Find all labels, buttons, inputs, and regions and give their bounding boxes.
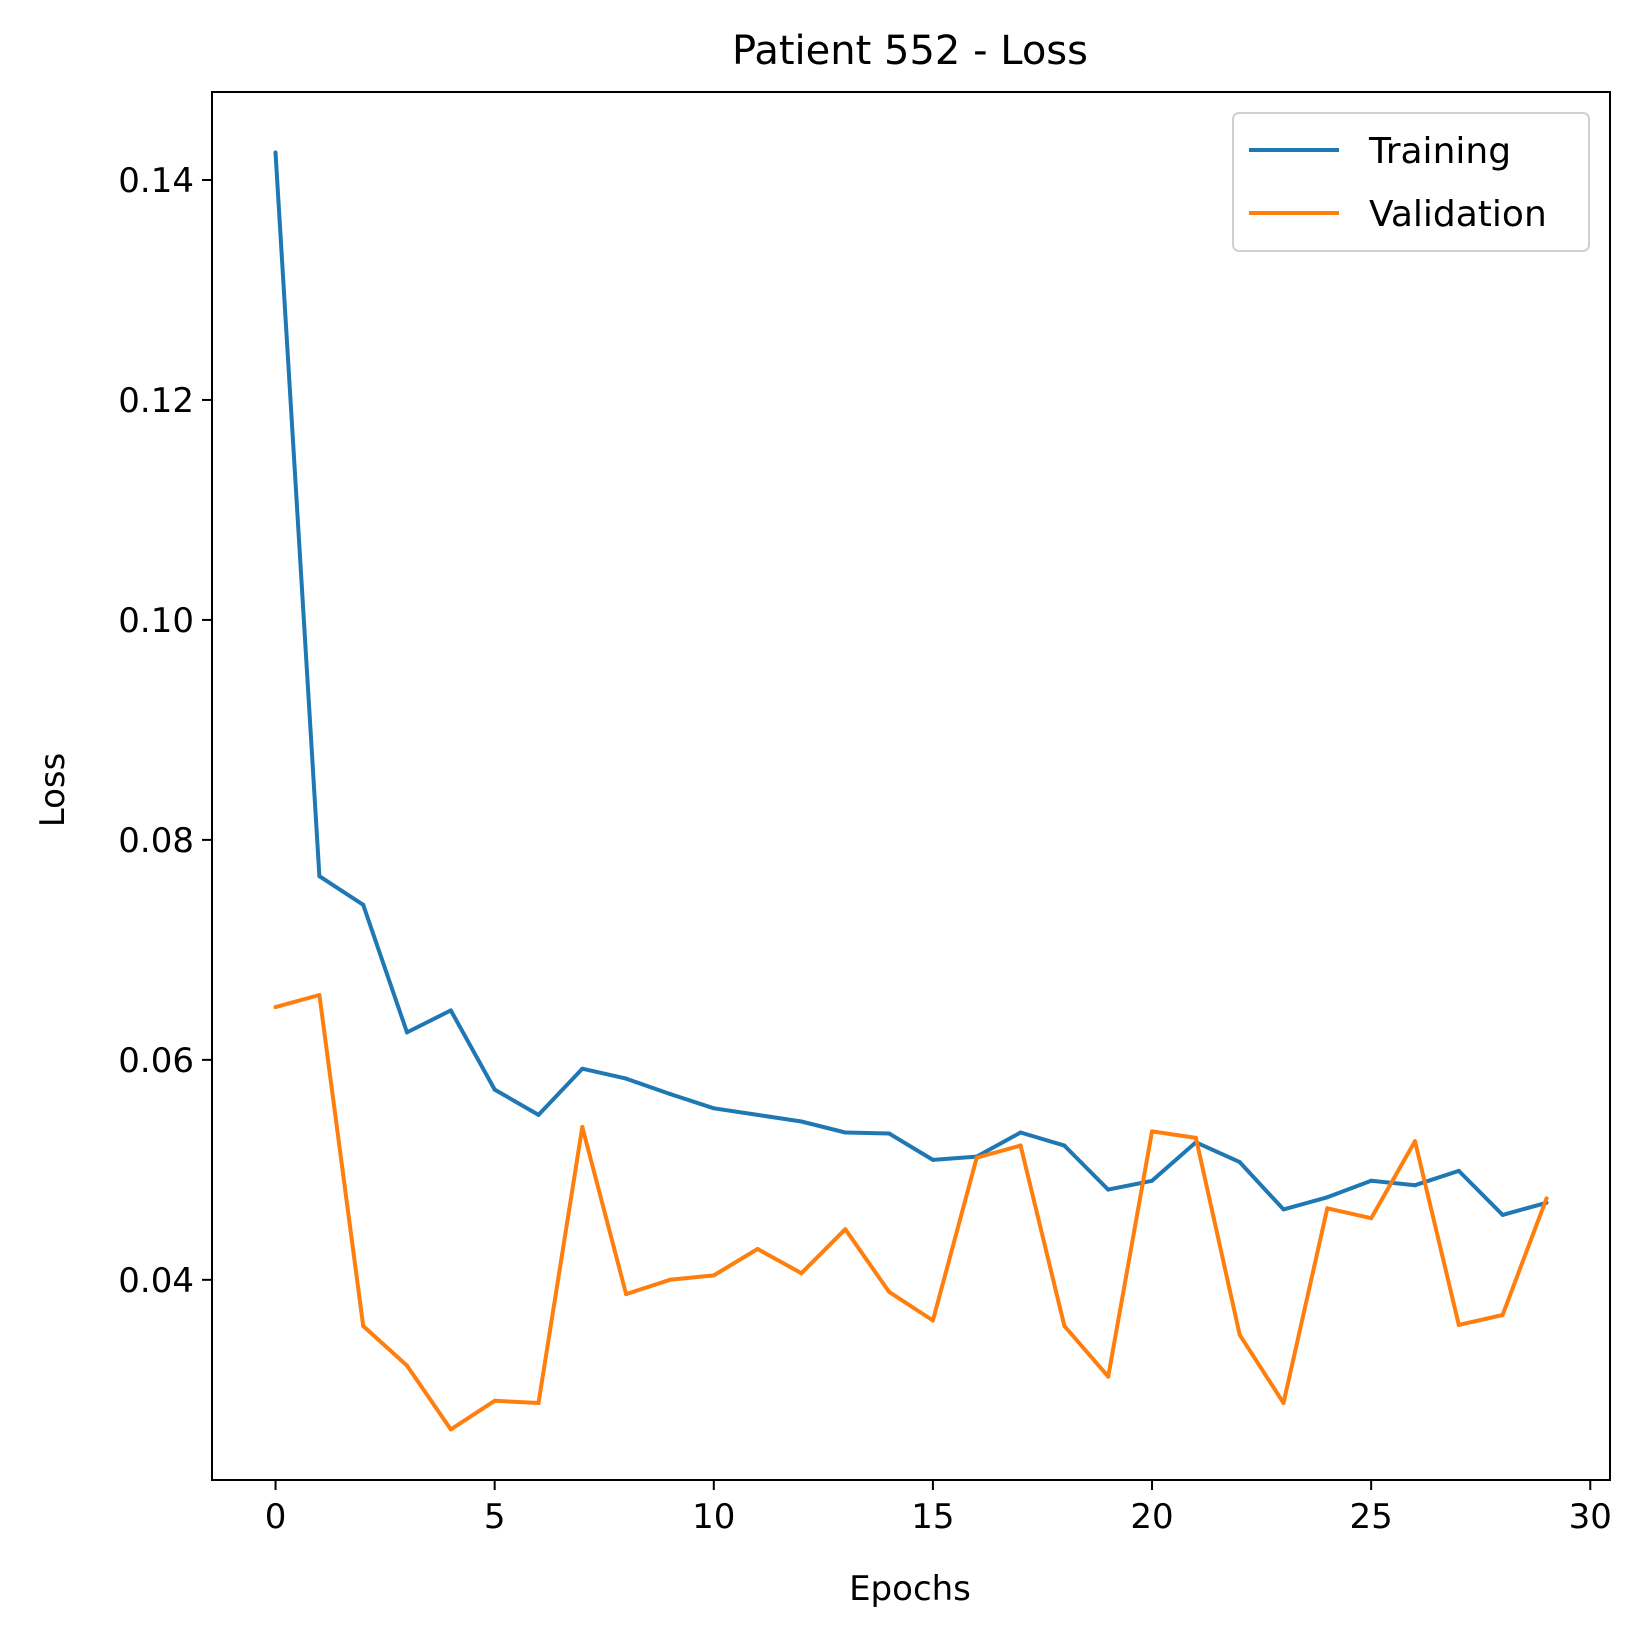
- y-axis-ticks: 0.04 0.06 0.08 0.10 0.12 0.14: [118, 161, 212, 1301]
- data-point-training: [711, 1106, 716, 1111]
- data-point-training: [799, 1119, 804, 1124]
- series-validation: [273, 993, 1549, 1432]
- plot-area-frame: [211, 91, 1611, 1481]
- data-point-validation: [536, 1401, 541, 1405]
- data-point-training: [624, 1076, 629, 1081]
- data-point-validation: [1456, 1322, 1461, 1327]
- data-point-training: [755, 1112, 760, 1117]
- legend: Training Validation: [1232, 112, 1590, 252]
- data-point-training: [536, 1112, 541, 1117]
- data-point-training: [887, 1131, 892, 1136]
- y-tick-label: 0.08: [118, 821, 194, 861]
- data-point-validation: [1062, 1324, 1067, 1328]
- x-axis-label: Epochs: [849, 1569, 971, 1609]
- data-point-training: [273, 150, 278, 155]
- data-point-training: [1106, 1187, 1111, 1192]
- data-point-training: [1369, 1178, 1374, 1183]
- data-point-training: [448, 1008, 453, 1013]
- data-point-validation: [755, 1247, 760, 1251]
- y-tick-label: 0.04: [118, 1261, 194, 1301]
- data-point-training: [492, 1087, 497, 1092]
- x-tick-label: 25: [1350, 1497, 1393, 1537]
- x-tick-label: 10: [692, 1497, 735, 1537]
- data-point-validation: [361, 1324, 366, 1328]
- data-point-validation: [843, 1227, 848, 1232]
- data-point-validation: [1237, 1332, 1242, 1337]
- y-tick-label: 0.10: [118, 601, 194, 641]
- data-point-validation: [1018, 1143, 1023, 1148]
- data-point-validation: [668, 1277, 672, 1282]
- data-point-training: [1018, 1130, 1023, 1135]
- data-point-validation: [448, 1427, 453, 1432]
- y-tick-label: 0.12: [118, 381, 194, 421]
- x-tick-label: 0: [265, 1497, 287, 1537]
- data-point-validation: [887, 1289, 892, 1294]
- data-point-training: [1413, 1183, 1417, 1188]
- x-tick-label: 15: [911, 1497, 954, 1537]
- data-point-validation: [1544, 1196, 1549, 1201]
- y-axis-label: Loss: [33, 753, 73, 828]
- y-tick-label: 0.14: [118, 161, 194, 201]
- data-point-training: [1150, 1178, 1154, 1183]
- data-point-validation: [1150, 1129, 1154, 1134]
- data-point-validation: [1500, 1313, 1505, 1317]
- data-point-training: [1456, 1168, 1461, 1173]
- series-line-validation: [274, 993, 1549, 1432]
- data-point-validation: [492, 1398, 497, 1403]
- data-point-validation: [974, 1155, 979, 1160]
- data-point-validation: [799, 1271, 804, 1276]
- data-point-validation: [580, 1125, 585, 1129]
- legend-label-validation: Validation: [1369, 194, 1547, 235]
- data-point-validation: [273, 1005, 278, 1010]
- legend-label-training: Training: [1368, 131, 1511, 172]
- data-point-validation: [711, 1273, 716, 1278]
- data-point-training: [930, 1157, 935, 1162]
- data-point-training: [1237, 1160, 1242, 1165]
- data-point-validation: [1325, 1206, 1330, 1211]
- x-axis-ticks: 0 5 10 15 20 25 30: [265, 1480, 1612, 1537]
- data-point-training: [317, 874, 322, 879]
- data-point-training: [361, 902, 366, 907]
- chart-title: Patient 552 - Loss: [732, 28, 1088, 74]
- legend-box: [1232, 112, 1590, 252]
- x-tick-label: 20: [1130, 1497, 1173, 1537]
- series-layer: [273, 150, 1549, 1432]
- data-point-validation: [317, 993, 322, 997]
- x-tick-label: 5: [484, 1497, 506, 1537]
- x-tick-label: 30: [1569, 1497, 1612, 1537]
- data-point-validation: [930, 1318, 935, 1323]
- data-point-validation: [405, 1363, 409, 1368]
- data-point-training: [1325, 1195, 1330, 1200]
- data-point-validation: [1413, 1139, 1417, 1144]
- data-point-training: [1062, 1143, 1067, 1148]
- data-point-validation: [1106, 1374, 1111, 1379]
- data-point-validation: [1369, 1216, 1374, 1221]
- data-point-training: [843, 1130, 848, 1135]
- series-training: [273, 150, 1549, 1217]
- y-tick-label: 0.06: [118, 1041, 194, 1081]
- series-line-training: [273, 152, 1548, 1217]
- data-point-validation: [1193, 1135, 1198, 1140]
- data-point-training: [405, 1030, 409, 1035]
- data-point-training: [580, 1066, 585, 1071]
- data-point-training: [1500, 1212, 1505, 1217]
- data-point-training: [1281, 1207, 1286, 1212]
- data-point-training: [668, 1092, 672, 1096]
- data-point-validation: [1281, 1401, 1286, 1405]
- data-point-validation: [624, 1292, 629, 1297]
